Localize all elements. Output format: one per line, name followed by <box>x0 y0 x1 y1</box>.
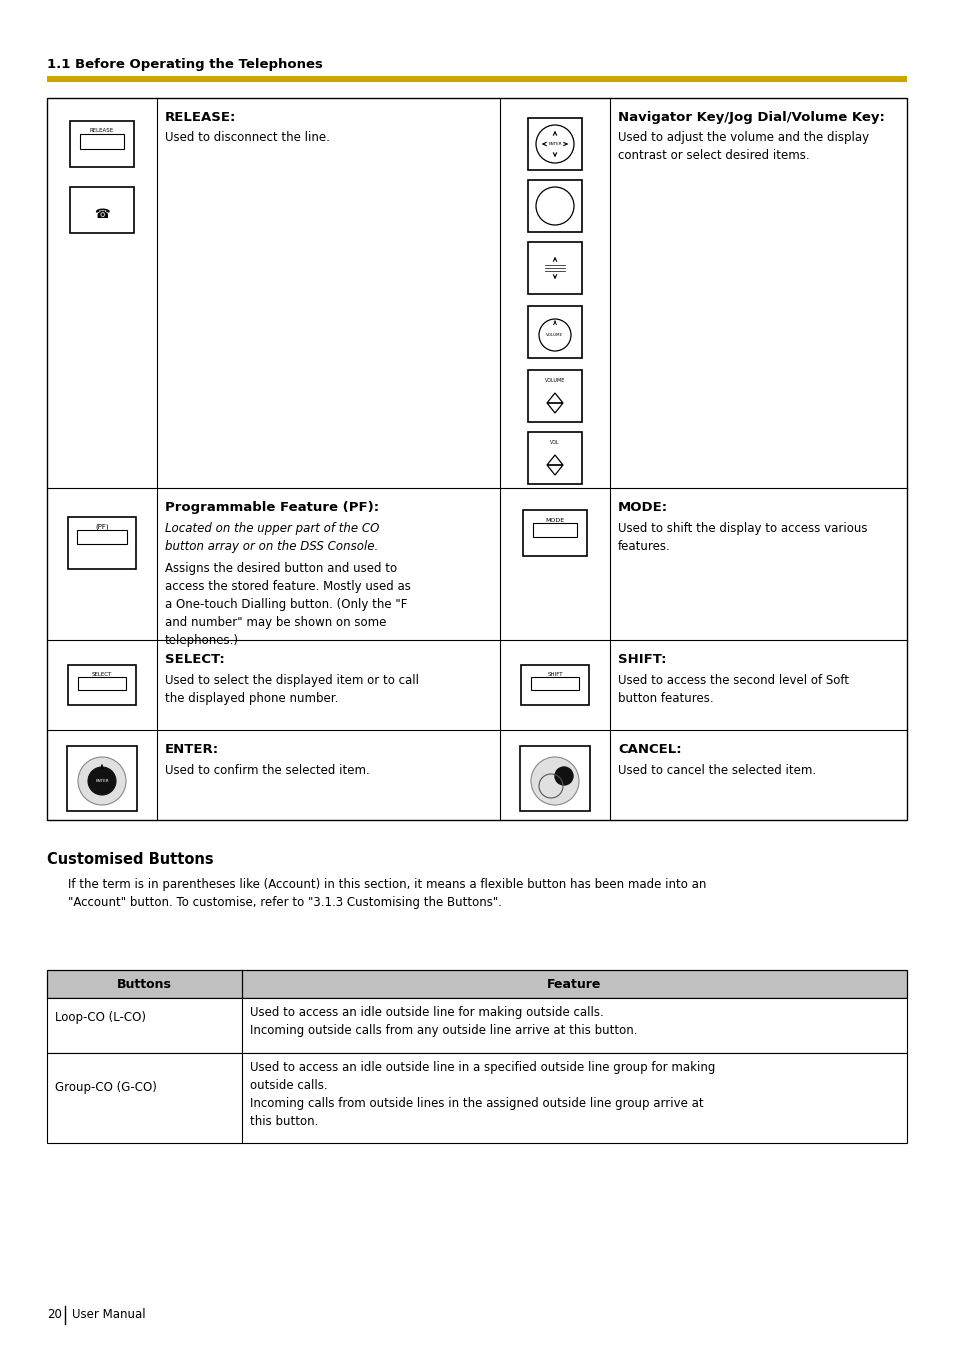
Text: Used to access an idle outside line for making outside calls.
Incoming outside c: Used to access an idle outside line for … <box>250 1006 637 1038</box>
Bar <box>77 530 127 544</box>
Text: Group-CO (G-CO): Group-CO (G-CO) <box>55 1081 156 1094</box>
Text: Assigns the desired button and used to
access the stored feature. Mostly used as: Assigns the desired button and used to a… <box>165 562 411 647</box>
Circle shape <box>78 757 126 805</box>
Bar <box>527 242 581 295</box>
Text: ENTER: ENTER <box>95 780 109 784</box>
Text: Used to confirm the selected item.: Used to confirm the selected item. <box>165 765 370 777</box>
Text: 20: 20 <box>47 1308 62 1320</box>
Text: SHIFT:: SHIFT: <box>618 653 666 666</box>
Text: Used to cancel the selected item.: Used to cancel the selected item. <box>618 765 815 777</box>
Bar <box>527 305 581 358</box>
Circle shape <box>531 757 578 805</box>
Text: Used to select the displayed item or to call
the displayed phone number.: Used to select the displayed item or to … <box>165 674 418 705</box>
Text: RELEASE:: RELEASE: <box>165 111 236 124</box>
Circle shape <box>555 767 573 785</box>
Text: Customised Buttons: Customised Buttons <box>47 852 213 867</box>
Text: SHIFT: SHIFT <box>547 671 562 677</box>
Text: Navigator Key/Jog Dial/Volume Key:: Navigator Key/Jog Dial/Volume Key: <box>618 111 884 124</box>
Text: Used to disconnect the line.: Used to disconnect the line. <box>165 131 330 145</box>
Bar <box>531 677 578 689</box>
Text: VOL: VOL <box>550 439 559 444</box>
Text: VOLUME: VOLUME <box>544 377 564 382</box>
Text: ☎: ☎ <box>94 208 110 222</box>
Bar <box>70 186 133 232</box>
Text: (PF): (PF) <box>95 524 109 530</box>
Bar <box>47 1052 906 1143</box>
Circle shape <box>88 767 116 794</box>
Bar <box>67 746 137 811</box>
Text: "Account" button. To customise, refer to "3.1.3 Customising the Buttons".: "Account" button. To customise, refer to… <box>68 896 501 909</box>
Bar <box>519 746 589 811</box>
Text: Feature: Feature <box>547 978 601 990</box>
Bar <box>527 180 581 232</box>
Text: User Manual: User Manual <box>71 1308 146 1320</box>
Text: Used to shift the display to access various
features.: Used to shift the display to access vari… <box>618 521 866 553</box>
Bar <box>47 970 906 998</box>
Text: MODE: MODE <box>545 517 564 523</box>
Text: Programmable Feature (PF):: Programmable Feature (PF): <box>165 501 378 513</box>
Bar <box>527 370 581 422</box>
Bar <box>47 76 906 82</box>
Text: SELECT:: SELECT: <box>165 653 225 666</box>
Bar <box>527 118 581 170</box>
Bar <box>522 509 586 557</box>
Text: Buttons: Buttons <box>117 978 172 990</box>
Text: Loop-CO (L-CO): Loop-CO (L-CO) <box>55 1011 146 1024</box>
Text: Located on the upper part of the CO
button array or on the DSS Console.: Located on the upper part of the CO butt… <box>165 521 379 553</box>
Circle shape <box>536 186 574 226</box>
Bar <box>70 122 133 168</box>
Circle shape <box>538 319 571 351</box>
Text: CANCEL:: CANCEL: <box>618 743 680 757</box>
Text: MODE:: MODE: <box>618 501 667 513</box>
Bar <box>47 998 906 1052</box>
Bar <box>80 134 124 149</box>
Bar <box>68 517 136 569</box>
Text: ENTER:: ENTER: <box>165 743 219 757</box>
Bar <box>78 677 126 689</box>
Text: Used to adjust the volume and the display
contrast or select desired items.: Used to adjust the volume and the displa… <box>618 131 868 162</box>
Text: SELECT: SELECT <box>91 671 112 677</box>
Bar <box>47 99 906 820</box>
Text: 1.1 Before Operating the Telephones: 1.1 Before Operating the Telephones <box>47 58 322 72</box>
Text: RELEASE: RELEASE <box>90 128 114 134</box>
Text: Used to access the second level of Soft
button features.: Used to access the second level of Soft … <box>618 674 848 705</box>
Text: If the term is in parentheses like (Account) in this section, it means a flexibl: If the term is in parentheses like (Acco… <box>68 878 705 892</box>
Bar <box>527 432 581 484</box>
Bar <box>68 665 136 705</box>
Circle shape <box>536 126 574 163</box>
Text: VOLUME: VOLUME <box>546 332 563 336</box>
Text: Used to access an idle outside line in a specified outside line group for making: Used to access an idle outside line in a… <box>250 1061 715 1128</box>
Bar <box>520 665 588 705</box>
Bar <box>533 523 577 536</box>
Text: ENTER: ENTER <box>548 142 561 146</box>
